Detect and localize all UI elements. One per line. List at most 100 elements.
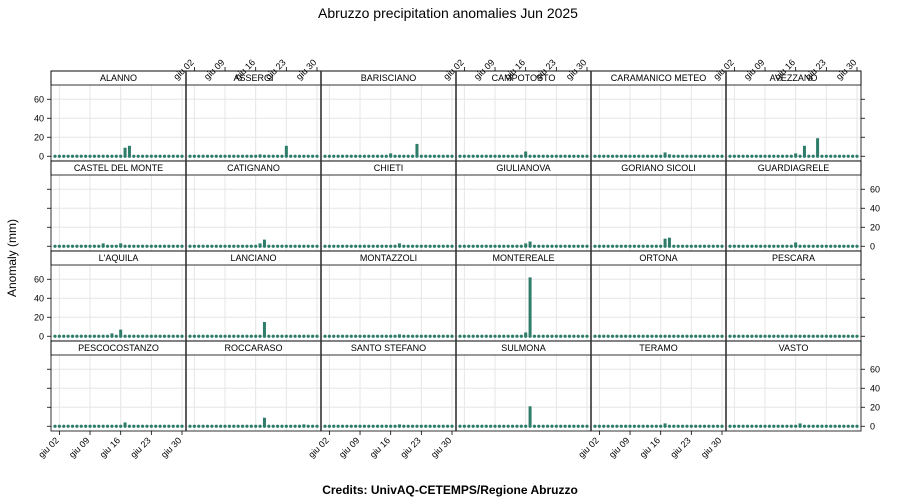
- data-point-day-5: [475, 334, 480, 338]
- data-point-day-9: [493, 154, 497, 158]
- panel-catignano: CATIGNANO: [185, 160, 322, 252]
- data-point-day-12: [776, 424, 780, 428]
- data-point-day-19: [672, 244, 676, 248]
- data-point-day-22: [685, 244, 689, 248]
- data-point-day-1: [458, 154, 462, 158]
- y-tick-label: 60: [34, 94, 44, 104]
- data-point-day-5: [475, 154, 480, 158]
- data-point-day-29: [581, 424, 585, 428]
- data-point-day-4: [201, 334, 205, 338]
- data-point-day-18: [532, 424, 537, 428]
- data-point-day-15: [384, 334, 388, 338]
- data-point-day-11: [772, 334, 776, 338]
- data-point-day-2: [327, 154, 331, 158]
- data-point-day-7: [214, 334, 218, 338]
- data-point-day-17: [798, 334, 802, 338]
- data-point-day-11: [367, 424, 371, 428]
- data-point-day-28: [171, 154, 175, 158]
- data-point-day-5: [340, 424, 345, 428]
- data-point-day-19: [672, 334, 676, 338]
- data-point-day-27: [842, 154, 846, 158]
- x-tick-label: giu 16: [98, 435, 122, 459]
- data-point-day-19: [267, 334, 271, 338]
- data-point-day-28: [441, 334, 445, 338]
- x-tick-label: giu 23: [128, 435, 152, 459]
- data-point-day-13: [645, 154, 650, 158]
- data-point-day-13: [105, 334, 110, 338]
- data-point-day-9: [223, 154, 227, 158]
- data-point-day-28: [441, 244, 445, 248]
- data-point-day-4: [471, 334, 475, 338]
- data-point-day-24: [694, 334, 698, 338]
- data-point-day-12: [506, 244, 510, 248]
- data-point-day-1: [458, 244, 462, 248]
- data-point-day-14: [245, 334, 249, 338]
- data-point-day-11: [502, 244, 506, 248]
- data-point-day-3: [467, 424, 471, 428]
- data-point-day-10: [362, 154, 367, 158]
- panel-plot-area: [726, 265, 861, 341]
- data-point-day-27: [302, 244, 306, 248]
- data-point-day-29: [446, 424, 450, 428]
- data-point-day-13: [240, 244, 245, 248]
- panel-plot-area: [51, 355, 186, 431]
- data-point-day-18: [532, 244, 537, 248]
- data-point-day-23: [419, 424, 423, 428]
- data-point-day-11: [232, 154, 236, 158]
- data-point-day-22: [685, 424, 689, 428]
- data-point-day-11: [97, 154, 101, 158]
- data-point-day-29: [851, 244, 855, 248]
- data-point-day-30: [180, 244, 184, 248]
- data-point-day-1: [188, 424, 192, 428]
- data-point-day-10: [767, 334, 772, 338]
- data-point-day-21: [545, 244, 550, 248]
- data-point-day-19: [807, 424, 811, 428]
- data-point-day-28: [711, 154, 715, 158]
- data-point-day-21: [815, 334, 820, 338]
- data-point-day-22: [280, 334, 284, 338]
- data-point-day-9: [628, 334, 632, 338]
- data-point-day-20: [541, 334, 545, 338]
- data-point-day-17: [123, 244, 127, 248]
- data-point-day-9: [88, 154, 92, 158]
- data-point-day-21: [815, 424, 820, 428]
- x-tick-label: giu 09: [67, 435, 91, 459]
- data-point-day-2: [732, 334, 736, 338]
- data-point-day-26: [837, 244, 842, 248]
- data-point-day-21: [275, 154, 280, 158]
- data-point-day-13: [780, 154, 785, 158]
- data-point-day-25: [293, 154, 297, 158]
- data-point-day-21: [680, 244, 685, 248]
- data-point-day-7: [484, 424, 488, 428]
- data-point-day-2: [462, 334, 466, 338]
- data-point-day-10: [227, 424, 232, 428]
- data-point-day-7: [214, 244, 218, 248]
- strip-label-station: GUARDIAGRELE: [758, 163, 830, 173]
- data-point-day-17: [663, 334, 667, 338]
- data-point-day-20: [271, 244, 275, 248]
- data-point-day-4: [201, 154, 205, 158]
- y-tick-label: 20: [870, 222, 880, 232]
- strip-label-station: PESCARA: [772, 253, 815, 263]
- data-point-day-25: [158, 244, 162, 248]
- panel-assergi: ASSERGI: [185, 70, 322, 162]
- data-point-day-30: [315, 154, 319, 158]
- data-point-day-19: [402, 244, 406, 248]
- data-point-day-22: [280, 154, 284, 158]
- data-point-day-17: [123, 334, 127, 338]
- data-point-day-26: [297, 424, 302, 428]
- data-point-day-18: [802, 424, 807, 428]
- data-point-day-7: [349, 244, 353, 248]
- data-point-day-9: [493, 244, 497, 248]
- y-tick-label: 20: [34, 312, 44, 322]
- data-point-day-29: [311, 424, 315, 428]
- data-point-day-25: [428, 244, 432, 248]
- data-point-day-8: [354, 334, 358, 338]
- data-point-day-11: [97, 334, 101, 338]
- data-point-day-9: [493, 334, 497, 338]
- data-point-day-1: [323, 334, 327, 338]
- data-point-day-20: [406, 334, 410, 338]
- data-point-day-20: [811, 154, 815, 158]
- data-point-day-24: [559, 244, 563, 248]
- data-point-day-11: [637, 424, 641, 428]
